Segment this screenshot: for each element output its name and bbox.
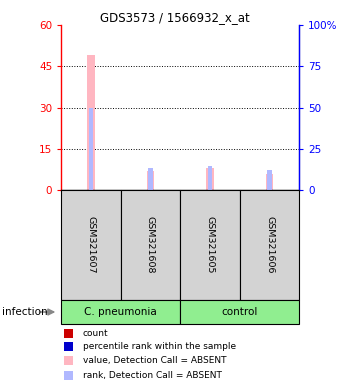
Text: GSM321607: GSM321607 — [86, 216, 96, 273]
Text: GSM321608: GSM321608 — [146, 216, 155, 273]
Bar — [61, 300, 180, 324]
Bar — [147, 171, 154, 190]
Bar — [64, 356, 73, 365]
Bar — [64, 371, 73, 379]
Text: count: count — [83, 329, 108, 338]
Bar — [121, 190, 180, 300]
Bar — [267, 170, 272, 190]
Text: GDS3573 / 1566932_x_at: GDS3573 / 1566932_x_at — [100, 12, 250, 25]
Text: percentile rank within the sample: percentile rank within the sample — [83, 342, 236, 351]
Bar — [64, 342, 73, 351]
Bar — [64, 329, 73, 338]
Bar — [208, 166, 212, 190]
Bar — [89, 108, 93, 190]
Text: C. pneumonia: C. pneumonia — [84, 307, 157, 317]
Bar — [206, 168, 214, 190]
Text: value, Detection Call = ABSENT: value, Detection Call = ABSENT — [83, 356, 226, 365]
Text: rank, Detection Call = ABSENT: rank, Detection Call = ABSENT — [83, 371, 222, 379]
Bar — [61, 190, 121, 300]
Bar — [266, 174, 273, 190]
Bar — [240, 190, 299, 300]
Bar — [88, 55, 94, 190]
Text: infection: infection — [2, 307, 47, 317]
Bar — [180, 190, 240, 300]
Text: control: control — [222, 307, 258, 317]
Text: GSM321606: GSM321606 — [265, 216, 274, 273]
Bar — [180, 300, 299, 324]
Text: GSM321605: GSM321605 — [205, 216, 215, 273]
Bar — [148, 168, 153, 190]
